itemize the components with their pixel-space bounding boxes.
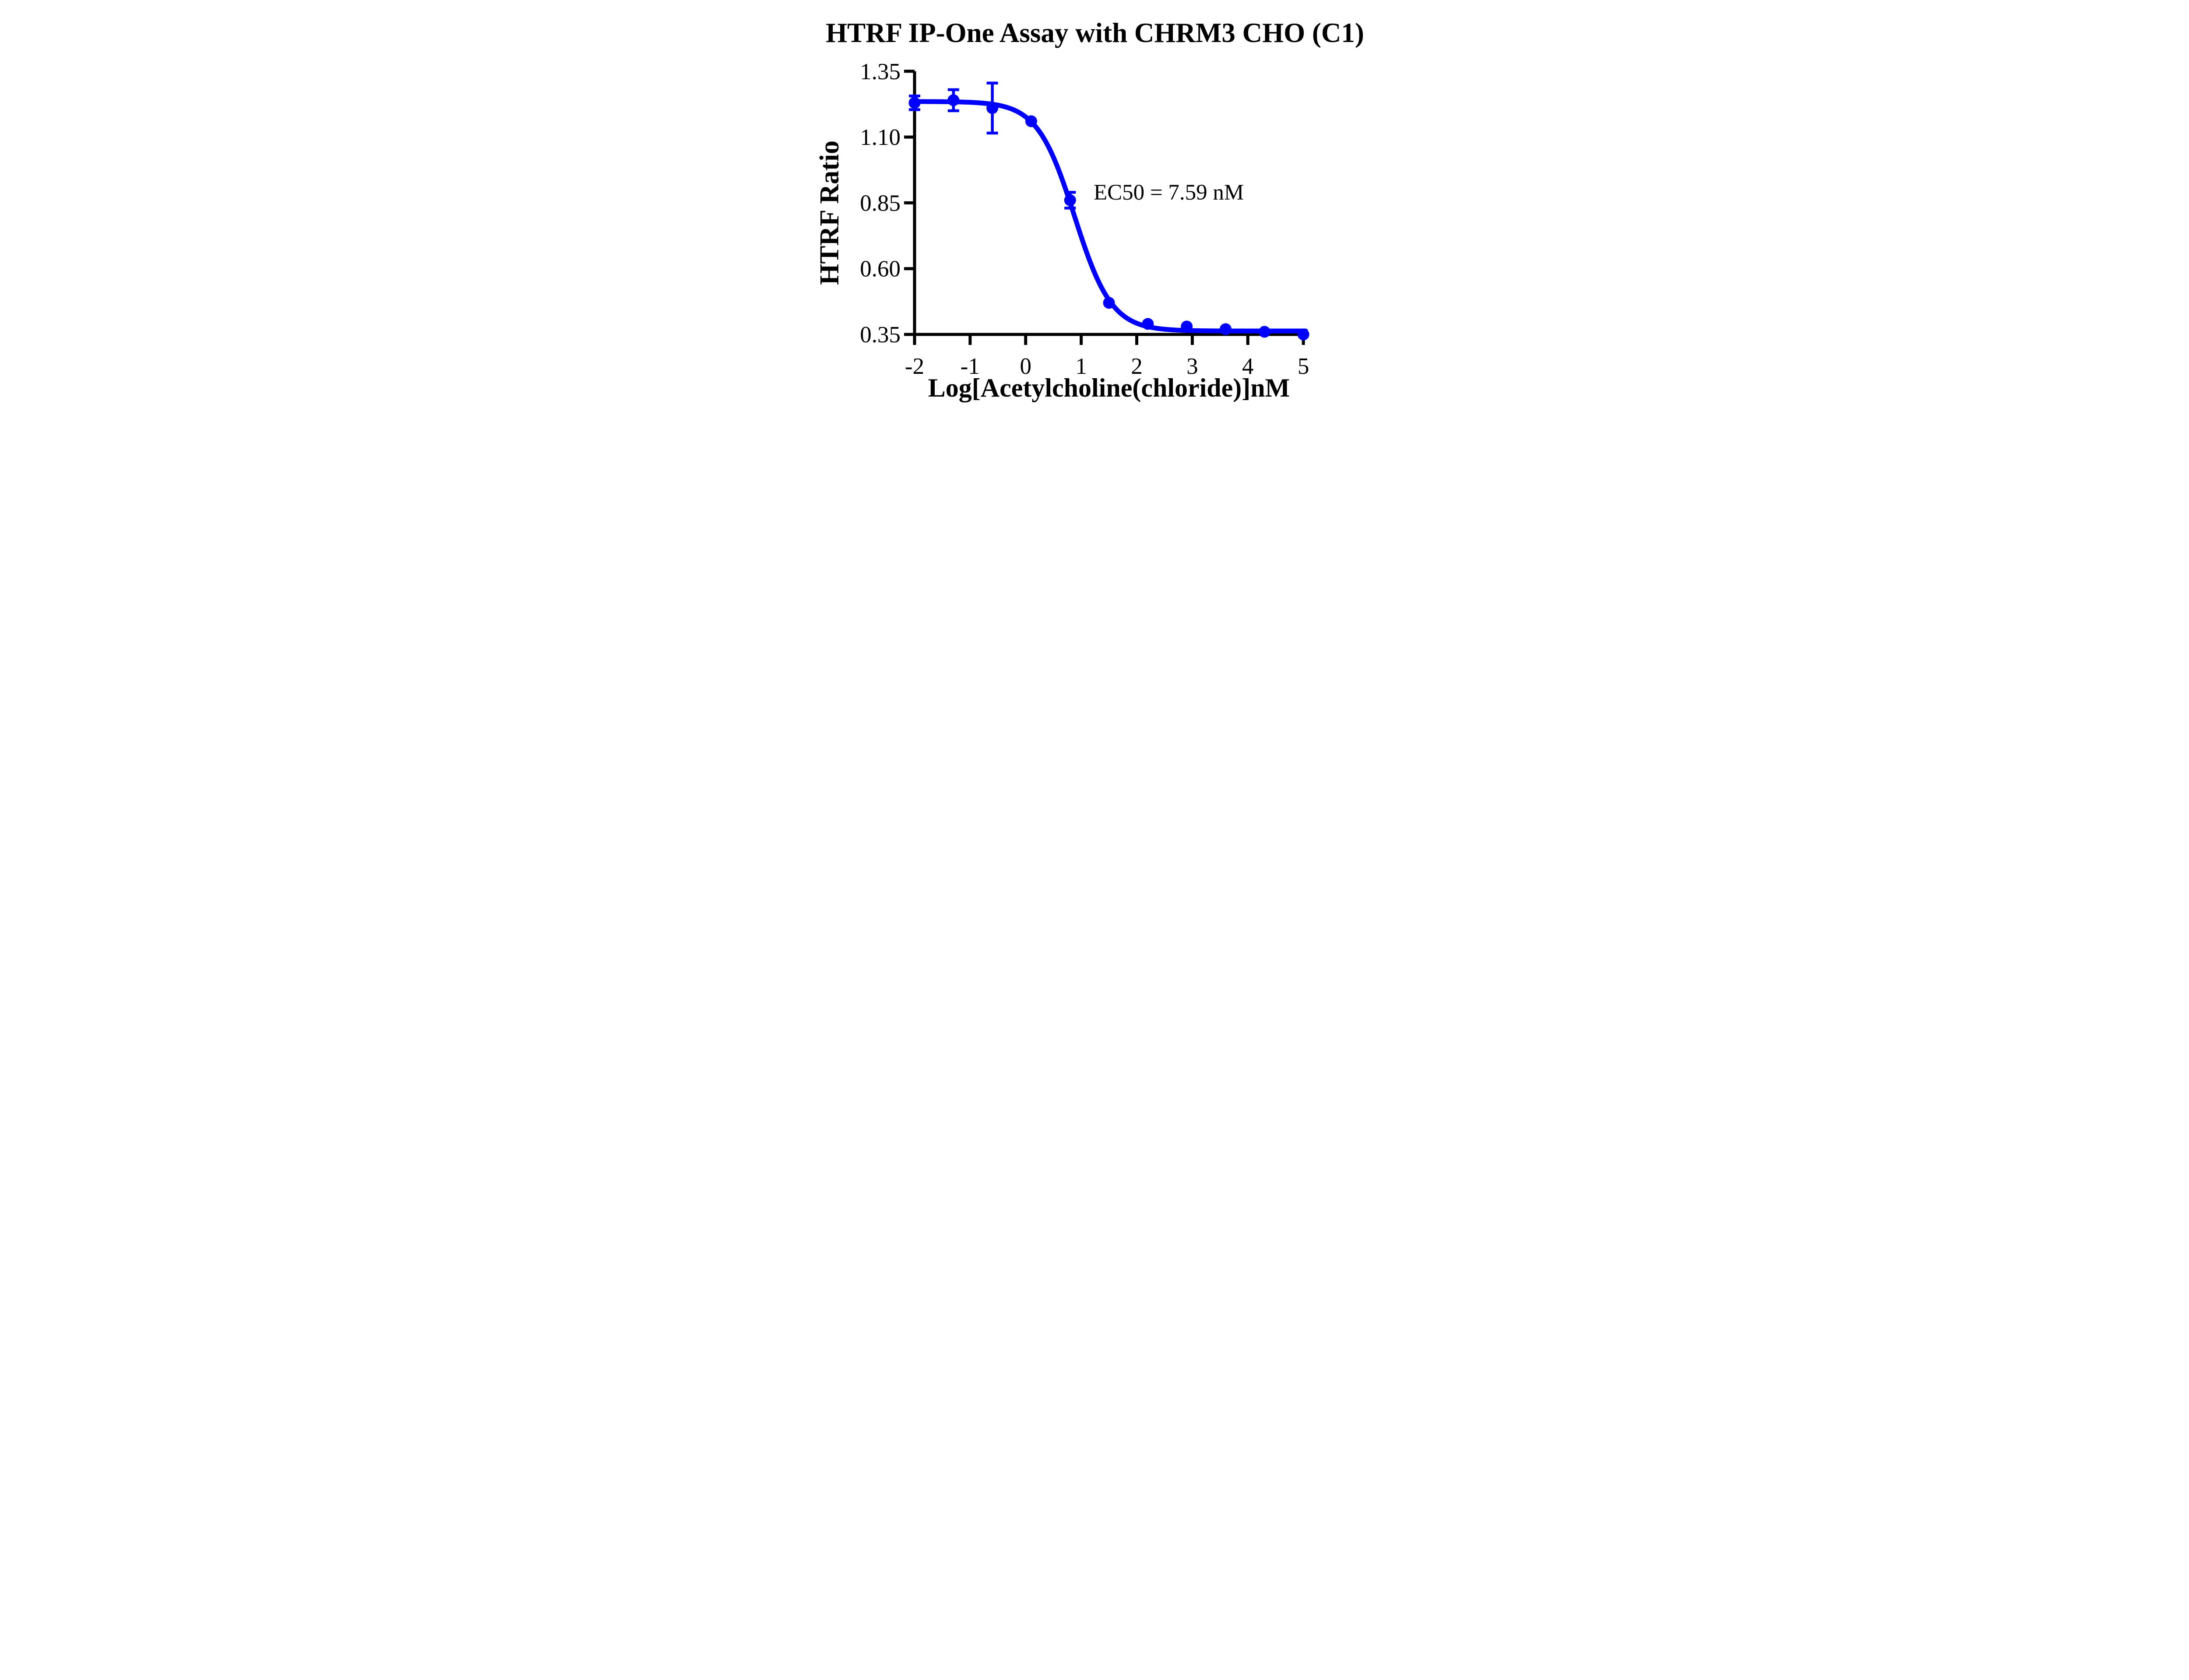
data-point bbox=[986, 102, 999, 114]
y-tick-label: 0.85 bbox=[860, 190, 901, 216]
data-point bbox=[1025, 115, 1037, 127]
data-point bbox=[1064, 194, 1076, 206]
x-tick-label: 0 bbox=[1020, 354, 1031, 379]
data-point bbox=[1258, 326, 1270, 338]
x-tick-label: -1 bbox=[961, 354, 980, 379]
data-point bbox=[1297, 328, 1309, 341]
fit-curve-layer bbox=[912, 99, 1308, 334]
y-tick-label: 1.10 bbox=[860, 125, 901, 150]
chart-figure: HTRF IP-One Assay with CHRM3 CHO (C1) HT… bbox=[806, 0, 1383, 420]
y-axis-title: HTRF Ratio bbox=[815, 141, 845, 285]
tick-label-layer: -2 -1 0 1 2 3 4 5 0.35 0.60 0.85 1.10 1.35 bbox=[860, 59, 1309, 379]
x-axis-title: Log[Acetylcholine(chloride)]nM bbox=[928, 373, 1290, 402]
data-point bbox=[1103, 297, 1115, 309]
data-point bbox=[947, 94, 960, 106]
data-point-layer bbox=[908, 94, 1309, 341]
x-tick-label: 3 bbox=[1186, 354, 1198, 379]
data-point bbox=[1142, 318, 1154, 330]
chart-title: HTRF IP-One Assay with CHRM3 CHO (C1) bbox=[826, 18, 1364, 48]
x-tick-label: 1 bbox=[1075, 354, 1087, 379]
data-point bbox=[1181, 320, 1193, 333]
y-tick-label: 1.35 bbox=[860, 59, 901, 84]
ec50-annotation: EC50 = 7.59 nM bbox=[1094, 180, 1244, 205]
data-point bbox=[908, 97, 921, 109]
dose-response-chart-canvas: HTRF IP-One Assay with CHRM3 CHO (C1) HT… bbox=[815, 18, 1364, 402]
data-point bbox=[1219, 323, 1232, 335]
tick-layer bbox=[904, 70, 1305, 345]
x-tick-label: 4 bbox=[1242, 354, 1254, 379]
x-tick-label: 2 bbox=[1131, 354, 1143, 379]
fit-curve bbox=[912, 99, 1308, 334]
y-tick-label: 0.60 bbox=[860, 257, 901, 282]
y-tick-label: 0.35 bbox=[860, 322, 901, 348]
x-tick-label: -2 bbox=[905, 354, 924, 379]
x-tick-label: 5 bbox=[1298, 354, 1309, 379]
